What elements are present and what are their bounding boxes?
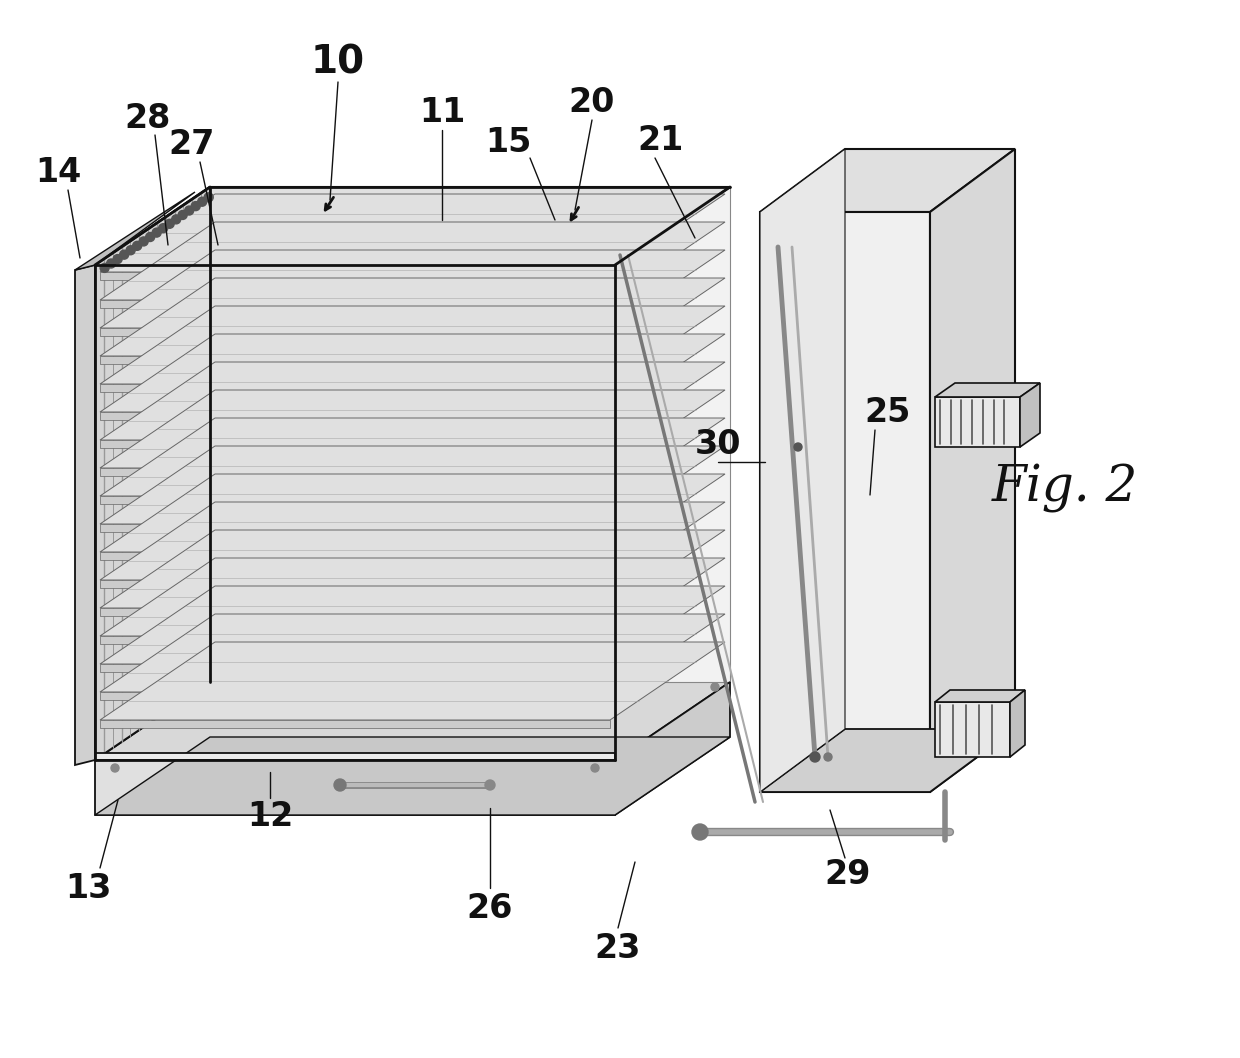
Circle shape [825,753,832,761]
Polygon shape [1021,383,1040,446]
Polygon shape [100,524,610,532]
Text: 13: 13 [64,872,112,905]
Polygon shape [935,397,1021,446]
Text: 14: 14 [35,156,81,188]
Polygon shape [100,194,725,272]
Text: 29: 29 [825,858,872,892]
Circle shape [205,193,213,202]
Text: 12: 12 [247,800,293,833]
Circle shape [197,197,207,206]
Circle shape [810,752,820,762]
Polygon shape [100,390,725,468]
Polygon shape [74,191,195,270]
Polygon shape [95,753,615,760]
Circle shape [153,229,161,237]
Circle shape [107,259,115,268]
Text: 21: 21 [637,124,683,157]
Circle shape [126,245,135,255]
Polygon shape [100,468,610,476]
Polygon shape [100,720,610,728]
Circle shape [591,764,599,772]
Polygon shape [100,552,610,560]
Polygon shape [100,496,610,504]
Circle shape [334,779,346,791]
Circle shape [179,211,187,219]
Text: 27: 27 [169,128,216,161]
Polygon shape [95,187,210,760]
Polygon shape [760,149,1016,212]
Polygon shape [100,558,725,636]
Polygon shape [100,222,725,300]
Polygon shape [760,212,930,792]
Circle shape [159,223,167,233]
Polygon shape [760,149,844,792]
Circle shape [139,237,148,245]
Polygon shape [100,328,610,336]
Polygon shape [74,264,95,765]
Polygon shape [100,300,610,308]
Polygon shape [1011,690,1025,758]
Polygon shape [100,586,725,664]
Polygon shape [100,384,610,393]
Polygon shape [100,355,610,364]
Circle shape [133,241,141,251]
Polygon shape [615,682,730,815]
Polygon shape [100,636,610,644]
Polygon shape [95,760,615,815]
Polygon shape [100,334,725,412]
Polygon shape [100,278,725,355]
Circle shape [100,263,109,272]
Polygon shape [95,682,730,760]
Circle shape [113,255,122,263]
Circle shape [794,443,802,451]
Circle shape [119,250,129,259]
Polygon shape [100,608,610,616]
Circle shape [692,824,708,840]
Circle shape [191,202,200,211]
Polygon shape [100,250,725,328]
Polygon shape [100,692,610,700]
Polygon shape [100,530,725,608]
Text: 11: 11 [419,95,465,128]
Polygon shape [100,580,610,588]
Polygon shape [100,642,725,720]
Text: 28: 28 [125,102,171,134]
Polygon shape [95,187,730,264]
Polygon shape [760,729,1016,792]
Polygon shape [100,272,610,280]
Polygon shape [935,703,1011,758]
Polygon shape [100,440,610,448]
Polygon shape [100,446,725,524]
Circle shape [112,764,119,772]
Text: 20: 20 [569,86,615,118]
Polygon shape [100,614,725,692]
Circle shape [145,233,155,241]
Text: 26: 26 [466,892,513,925]
Polygon shape [100,306,725,384]
Circle shape [185,206,193,215]
Polygon shape [100,362,725,440]
Text: 10: 10 [311,43,365,81]
Text: 25: 25 [864,396,911,428]
Circle shape [711,683,719,691]
Circle shape [485,780,495,790]
Text: 15: 15 [485,126,531,159]
Circle shape [171,215,181,224]
Polygon shape [935,383,1040,397]
Polygon shape [100,418,725,496]
Polygon shape [100,412,610,420]
Polygon shape [100,501,725,580]
Polygon shape [100,664,610,672]
Text: 23: 23 [595,931,641,965]
Circle shape [165,219,174,229]
Polygon shape [95,737,730,815]
Text: Fig. 2: Fig. 2 [992,463,1138,513]
Text: 30: 30 [694,427,742,460]
Polygon shape [935,690,1025,703]
Polygon shape [210,187,730,682]
Polygon shape [100,474,725,552]
Polygon shape [930,149,1016,792]
